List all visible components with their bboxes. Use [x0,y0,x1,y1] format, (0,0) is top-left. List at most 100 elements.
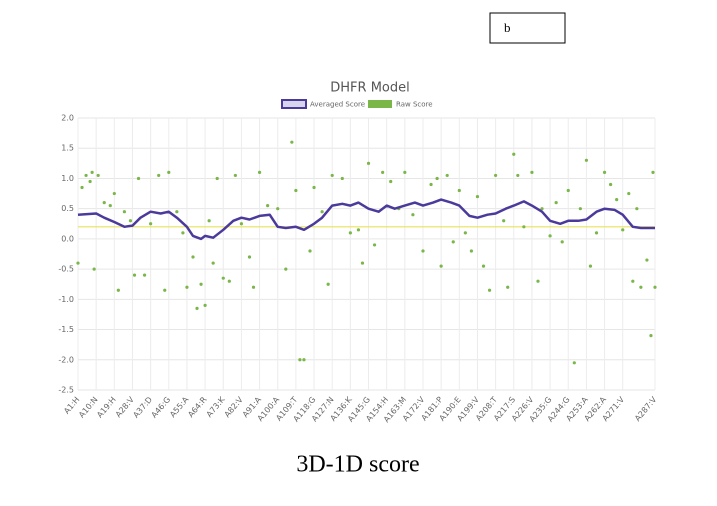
raw-point [330,173,334,178]
raw-point [631,279,635,283]
raw-point [621,228,625,232]
raw-point [102,201,106,205]
raw-point [588,264,593,268]
raw-point [651,170,655,174]
raw-point [627,191,631,196]
raw-point [487,288,492,292]
y-tick-label: 0.5 [61,204,74,213]
raw-point [653,285,657,289]
raw-point [76,261,80,265]
raw-point [566,188,570,193]
raw-point [112,191,116,196]
y-tick-label: -1.5 [58,325,74,334]
raw-point [481,264,486,268]
raw-point [294,188,298,193]
raw-point [149,222,153,226]
raw-point [90,170,94,174]
raw-point [502,219,506,223]
raw-point [475,194,480,199]
raw-point [451,240,455,244]
legend-label: Raw Score [396,101,433,109]
raw-point [116,288,120,292]
raw-point [96,173,100,178]
raw-point [348,231,352,235]
raw-point [530,170,534,174]
raw-point [494,173,498,178]
raw-point [602,170,607,174]
raw-point [92,267,96,271]
raw-point [554,201,558,205]
raw-point [615,198,619,202]
legend-swatch [368,100,392,108]
raw-point [469,249,474,253]
raw-point [536,279,540,283]
raw-point [195,306,199,310]
raw-point [320,210,324,214]
raw-point [276,207,280,211]
raw-point [457,188,461,193]
y-tick-label: 1.0 [61,174,74,183]
raw-point [221,276,225,280]
panel-box [489,12,566,44]
raw-point [609,182,613,187]
y-tick-label: -2.5 [58,386,74,395]
raw-point [372,243,377,247]
raw-point [540,207,544,211]
raw-point [251,285,256,289]
raw-point [175,210,179,214]
raw-point [88,179,92,184]
raw-point [435,176,439,181]
raw-point [239,222,244,226]
raw-point [247,255,252,259]
raw-point [312,185,316,190]
y-tick-label: -2.0 [58,355,74,364]
raw-point [108,204,112,208]
raw-point [302,358,306,362]
raw-point [136,176,141,181]
y-tick-label: 0.0 [61,234,74,243]
raw-point [635,207,639,211]
raw-point [548,234,552,238]
raw-point [522,225,526,229]
caption: 3D-1D score [296,452,419,478]
y-tick-label: -0.5 [58,265,74,274]
raw-point [360,261,365,265]
x-tick-label: A287:V [633,395,659,423]
x-tick-label: A46:G [150,395,173,420]
raw-point [290,140,294,144]
y-tick-label: -1.0 [58,295,74,304]
raw-point [142,273,147,277]
raw-point [80,185,84,190]
raw-point [584,158,589,162]
raw-point [356,228,361,232]
raw-point [132,273,137,277]
raw-point [381,170,385,174]
raw-point [203,303,207,307]
raw-point [411,213,415,217]
raw-point [403,170,407,174]
raw-point [645,258,649,262]
raw-point [639,285,643,289]
y-tick-label: 1.5 [61,144,74,153]
x-tick-label: A19:H [95,395,118,419]
raw-point [578,207,582,211]
chart-title: DHFR Model [330,81,409,96]
raw-point [163,288,167,292]
raw-point [366,161,371,165]
panel-label: b [504,20,511,35]
raw-point [211,261,215,265]
raw-point [389,179,393,184]
raw-point [215,176,219,181]
legend-swatch [281,99,307,109]
raw-point [298,358,302,362]
raw-point [445,173,449,178]
raw-point [649,334,653,338]
raw-point [308,249,312,253]
raw-point [572,361,576,365]
raw-point [429,182,433,187]
x-tick-label: A64:R [186,395,209,419]
raw-point [233,173,237,178]
raw-point [207,219,211,223]
raw-point [157,173,161,178]
